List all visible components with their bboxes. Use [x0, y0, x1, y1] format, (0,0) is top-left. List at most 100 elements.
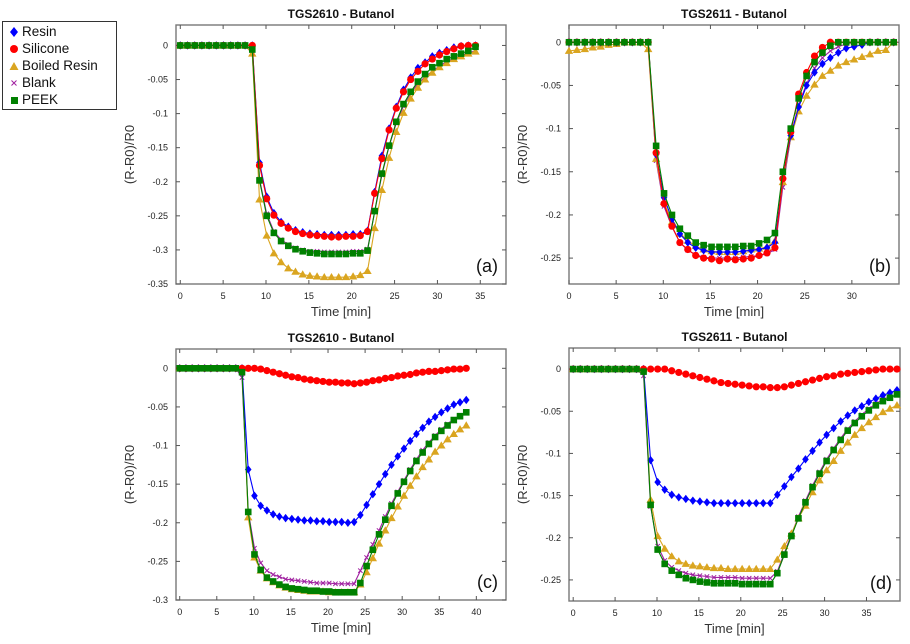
data-point-x [739, 575, 745, 581]
data-point-square [306, 249, 314, 256]
y-axis-label: (R-R0)/R0 [515, 445, 530, 504]
x-tick-label: 5 [221, 291, 226, 301]
chart-legend: Resin Silicone Boiled Resin Blank PEEK [2, 21, 117, 110]
panel-label: (b) [869, 256, 891, 276]
data-point-diamond [357, 510, 364, 520]
data-point-triangle [723, 564, 733, 572]
data-point-square [788, 532, 795, 540]
data-point-square [375, 531, 383, 538]
data-point-triangle [392, 127, 401, 136]
data-point-square [263, 212, 270, 220]
data-point-square [457, 50, 465, 57]
data-point-square [294, 585, 302, 593]
y-tick-label: -0.15 [540, 491, 561, 501]
data-point-square [565, 38, 573, 46]
data-point-diamond [444, 404, 451, 413]
data-point-circle [269, 368, 277, 376]
data-point-square [795, 95, 802, 102]
data-point-x [270, 571, 276, 578]
axes-frame [175, 24, 507, 285]
x-tick-label: 25 [778, 608, 788, 618]
data-point-diamond [700, 246, 707, 255]
y-tick-label: -0.1 [545, 448, 561, 458]
data-point-circle [450, 45, 458, 53]
data-point-triangle [737, 564, 747, 572]
data-point-diamond [684, 238, 692, 247]
data-point-square [299, 247, 306, 255]
data-point-circle [255, 161, 264, 170]
data-point-triangle [424, 455, 434, 463]
data-point-square [823, 457, 830, 465]
data-point-square [282, 583, 289, 591]
data-point-circle [844, 369, 852, 377]
data-point-diamond [413, 429, 420, 439]
data-point-square [319, 588, 327, 595]
chart-title: TGS2610 - Butanol [288, 7, 395, 21]
data-point-diamond [752, 498, 760, 508]
data-point-diamond [830, 423, 837, 433]
y-tick-label: -0.15 [540, 167, 561, 177]
data-point-square [344, 588, 352, 596]
data-point-triangle [826, 66, 835, 74]
data-point-triangle [327, 272, 336, 281]
data-point-diamond [350, 517, 358, 527]
data-point-diamond [338, 517, 345, 527]
data-point-square [241, 42, 249, 49]
data-point-square [238, 368, 246, 376]
y-tick-label: 0 [163, 40, 168, 50]
data-point-circle [362, 378, 371, 386]
data-point-circle [299, 229, 307, 238]
data-point-diamond [879, 391, 887, 400]
data-point-triangle [881, 45, 890, 54]
data-point-diamond [816, 438, 823, 447]
data-point-diamond [834, 48, 842, 57]
data-point-square [644, 38, 652, 46]
data-point-triangle [255, 195, 264, 203]
data-point-square [176, 365, 184, 372]
data-point-diamond [893, 385, 901, 395]
data-point-square [612, 365, 619, 373]
data-point-x [683, 570, 689, 576]
data-point-circle [647, 365, 655, 373]
x-tick-label: 15 [286, 607, 296, 617]
data-point-circle [349, 232, 357, 240]
data-point-diamond [307, 516, 314, 525]
square-marker-icon [11, 97, 18, 104]
data-point-diamond [263, 506, 271, 515]
data-point-circle [818, 43, 827, 52]
data-point-square [700, 241, 707, 249]
data-point-square [802, 499, 809, 506]
data-point-x [301, 578, 307, 585]
data-point-triangle [377, 185, 387, 193]
data-point-x [339, 581, 345, 587]
data-point-triangle [780, 541, 789, 550]
data-point-square [198, 42, 206, 49]
data-point-square [428, 63, 436, 71]
x-tick-label: 15 [705, 291, 715, 301]
data-point-triangle [674, 557, 683, 565]
data-point-square [292, 245, 299, 253]
data-point-square [633, 365, 640, 373]
data-point-square [851, 419, 859, 427]
data-point-square [406, 467, 414, 475]
data-point-triangle [773, 555, 782, 563]
data-point-diamond [844, 411, 852, 420]
data-point-triangle [412, 472, 421, 480]
data-point-triangle [312, 272, 322, 280]
legend-label: Resin [22, 24, 57, 39]
data-point-square [755, 240, 763, 247]
data-point-square [270, 229, 278, 237]
data-point-circle [375, 376, 383, 384]
data-point-square [392, 118, 400, 126]
data-point-square [443, 55, 450, 63]
data-point-square [738, 580, 746, 588]
data-point-triangle [744, 564, 754, 572]
data-point-square [731, 579, 739, 587]
data-point-x [732, 574, 738, 580]
data-point-square [882, 38, 890, 46]
data-point-square [263, 574, 271, 581]
data-point-diamond [682, 494, 690, 504]
data-point-triangle [808, 488, 817, 496]
x-axis-label: Time [min] [311, 620, 371, 635]
data-point-triangle [320, 272, 329, 281]
